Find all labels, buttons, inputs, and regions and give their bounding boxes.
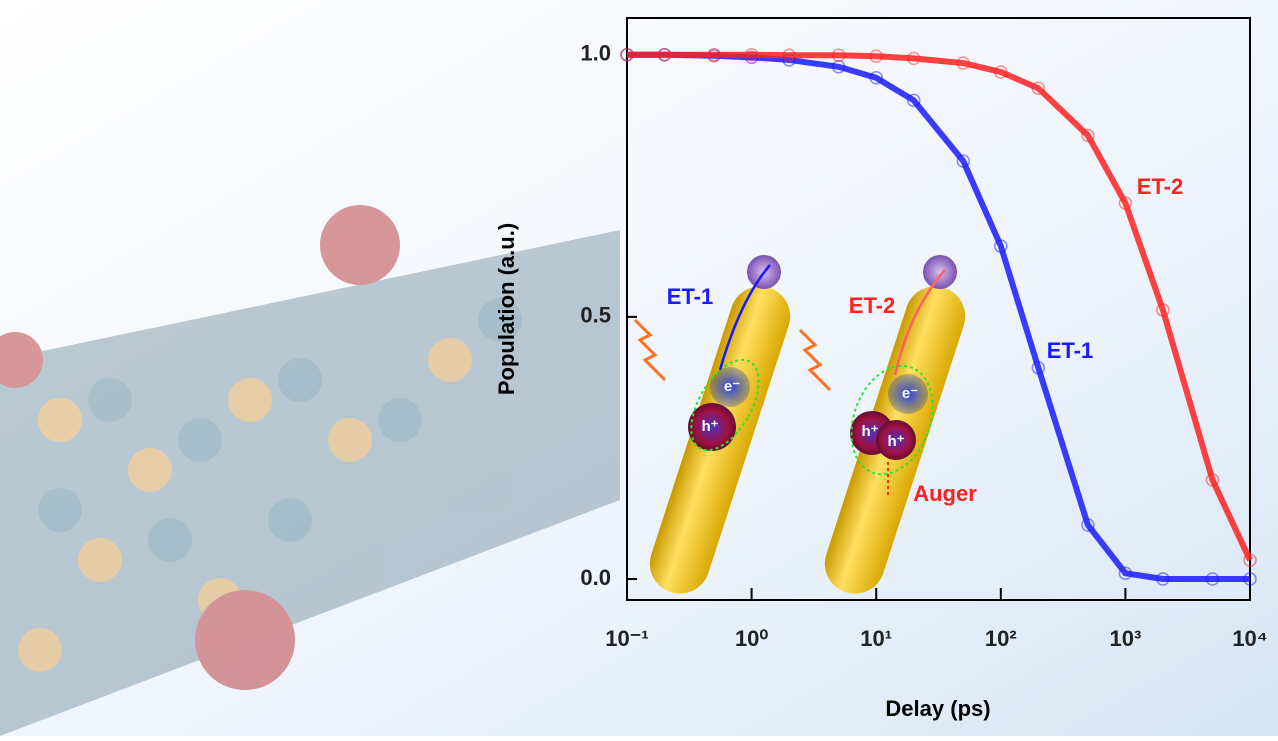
chart: Population (a.u.) Delay (ps) ET-2 ET-1 E… [0,0,1278,736]
curve-label: ET-2 [1137,174,1183,199]
x-tick-label: 10¹ [860,626,892,651]
y-tick-label: 1.0 [580,41,611,66]
x-tick-label: 10⁰ [735,626,768,651]
acceptor [923,255,957,289]
inset-label: h⁺ [861,423,878,440]
y-axis-label: Population (a.u.) [494,223,519,395]
x-tick-label: 10⁻¹ [605,626,648,651]
inset-label: ET-1 [667,284,713,309]
inset-label: Auger [913,481,977,506]
inset-label: ET-2 [849,293,895,318]
inset-label: h⁺ [887,433,904,450]
x-tick-label: 10⁴ [1232,626,1267,651]
y-tick-label: 0.5 [580,303,611,328]
curve-label: ET-1 [1047,338,1093,363]
inset-label: h⁺ [701,418,718,435]
x-tick-label: 10² [985,626,1017,651]
inset-label: e⁻ [724,378,740,395]
inset-label: e⁻ [902,385,918,402]
page: Population (a.u.) Delay (ps) ET-2 ET-1 E… [0,0,1278,741]
x-axis-label: Delay (ps) [885,696,990,721]
y-tick-label: 0.0 [580,565,611,590]
x-tick-label: 10³ [1110,626,1142,651]
